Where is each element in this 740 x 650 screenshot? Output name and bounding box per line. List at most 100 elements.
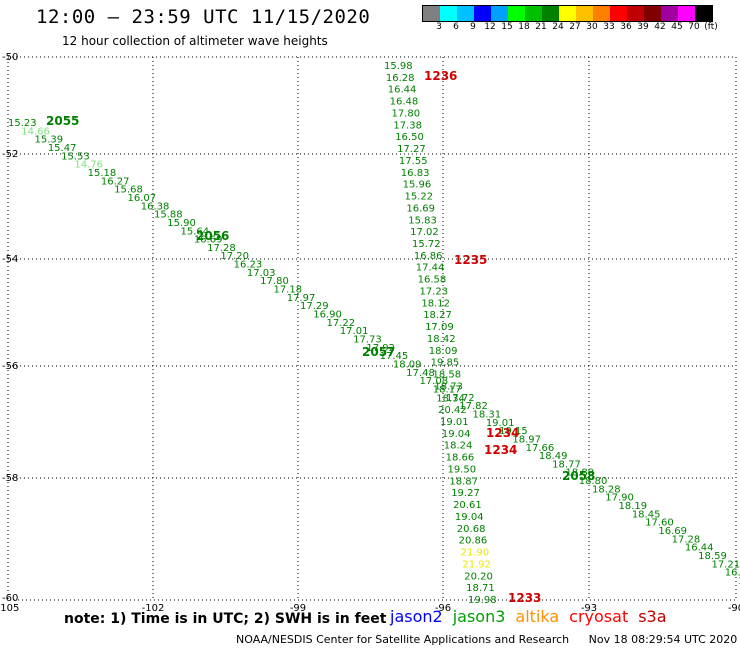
wave-height-colorbar <box>422 5 713 22</box>
pass-time-label: 2056 <box>196 229 229 243</box>
units-note: note: 1) Time is in UTC; 2) SWH is in fe… <box>64 611 387 627</box>
satellite-name: jason2 <box>390 607 443 626</box>
wave-height-label: 17.02 <box>410 227 439 238</box>
colorbar-tick-label: 15 <box>501 22 513 32</box>
colorbar-swatch <box>576 6 593 21</box>
wave-height-label: 18.34 <box>436 393 465 404</box>
wave-height-label: 17.38 <box>393 120 422 131</box>
wave-height-label: 19.50 <box>447 464 476 475</box>
colorbar-swatch <box>678 6 695 21</box>
colorbar-swatch <box>474 6 491 21</box>
wave-height-label: 20.86 <box>459 536 488 547</box>
lat-tick-label: -58 <box>2 473 18 484</box>
colorbar-tick-label: 33 <box>603 22 615 32</box>
wave-height-label: 16.90 <box>313 310 342 321</box>
wave-height-label: 18.19 <box>619 501 648 512</box>
wave-height-label: 20.61 <box>453 500 482 511</box>
satellite-legend: jason2 jason3 altika cryosat s3a <box>390 607 677 626</box>
colorbar-tick-label: 39 <box>637 22 649 32</box>
colorbar-swatch <box>440 6 457 21</box>
wave-height-label: 16.07 <box>127 193 156 204</box>
wave-height-label: 17.28 <box>207 243 236 254</box>
wave-height-label: 15.88 <box>154 210 183 221</box>
colorbar-swatch <box>644 6 661 21</box>
colorbar-tick-label: (ft) <box>704 22 718 32</box>
pass-time-label: 1234 <box>486 426 519 440</box>
wave-height-label: 17.82 <box>459 401 488 412</box>
lon-tick-label: -96 <box>435 603 451 614</box>
wave-height-label: 16.50 <box>395 132 424 143</box>
wave-height-label: 19.01 <box>486 418 515 429</box>
wave-height-label: 18.73 <box>434 381 463 392</box>
wave-height-label: 19.01 <box>440 417 469 428</box>
wave-height-label: 18.31 <box>473 409 502 420</box>
wave-height-label: 20.68 <box>457 524 486 535</box>
colorbar-tick-label: 6 <box>453 22 459 32</box>
wave-height-label: 17.90 <box>605 493 634 504</box>
colorbar-tick-label: 70 <box>688 22 700 32</box>
pass-time-label: 2057 <box>362 345 395 359</box>
wave-height-label: 15.64 <box>181 226 210 237</box>
wave-height-label: 16.69 <box>194 235 223 246</box>
wave-height-label: 16.23 <box>234 260 263 271</box>
colorbar-swatch <box>457 6 474 21</box>
wave-height-label: 18.58 <box>433 370 462 381</box>
wave-height-label: 17.92 <box>366 343 395 354</box>
wave-height-label: 14.66 <box>21 126 50 137</box>
lat-tick-label: -52 <box>2 149 18 160</box>
wave-height-label: 17.27 <box>397 144 426 155</box>
wave-height-label: 16.95 <box>725 568 740 579</box>
credit-footer: NOAA/NESDIS Center for Satellite Applica… <box>236 633 740 646</box>
satellite-name: s3a <box>638 607 667 626</box>
wave-height-label: 17.18 <box>273 285 302 296</box>
colorbar-tick-label: 24 <box>552 22 564 32</box>
map-subtitle: 12 hour collection of altimeter wave hei… <box>62 34 328 48</box>
wave-height-label: 17.28 <box>672 534 701 545</box>
wave-height-label: 17.29 <box>300 301 329 312</box>
wave-height-label: 17.80 <box>391 108 420 119</box>
colorbar-swatch <box>491 6 508 21</box>
wave-height-label: 14.76 <box>74 160 103 171</box>
wave-height-label: 17.73 <box>353 335 382 346</box>
colorbar-tick-label: 36 <box>620 22 632 32</box>
wave-height-label: 18.49 <box>539 451 568 462</box>
wave-height-label: 18.97 <box>512 434 541 445</box>
wave-height-label: 19.15 <box>499 426 528 437</box>
wave-height-label: 15.39 <box>35 135 64 146</box>
colorbar-swatch <box>559 6 576 21</box>
wave-height-label: 17.45 <box>380 351 409 362</box>
pass-time-label: 1234 <box>484 443 517 457</box>
timestamp-text: Nov 18 08:29:54 UTC 2020 <box>588 633 738 646</box>
pass-time-label: 1236 <box>424 69 457 83</box>
colorbar-swatch <box>525 6 542 21</box>
colorbar-tick-label: 18 <box>518 22 530 32</box>
satellite-name: jason3 <box>452 607 506 626</box>
wave-height-label: 18.24 <box>444 441 473 452</box>
colorbar-swatch <box>627 6 644 21</box>
wave-height-label: 15.72 <box>412 239 441 250</box>
wave-height-label: 17.21 <box>711 559 740 570</box>
wave-height-label: 17.60 <box>645 518 674 529</box>
lat-tick-label: -60 <box>2 593 18 604</box>
pass-time-label: 1235 <box>454 253 487 267</box>
pass-time-label: 2058 <box>562 469 595 483</box>
wave-height-label: 17.48 <box>406 368 435 379</box>
pass-time-label: 2055 <box>46 114 79 128</box>
colorbar-tick-label: 42 <box>654 22 666 32</box>
wave-height-label: 17.08 <box>419 376 448 387</box>
map-frame <box>7 56 737 601</box>
wave-height-label: 18.27 <box>423 310 452 321</box>
wave-height-label: 18.59 <box>698 551 727 562</box>
colorbar-tick-label: 21 <box>535 22 547 32</box>
wave-height-label: 15.98 <box>384 61 413 72</box>
credit-text: NOAA/NESDIS Center for Satellite Applica… <box>236 633 570 646</box>
wave-height-label: 15.23 <box>8 118 37 129</box>
lon-tick-label: -99 <box>290 603 306 614</box>
colorbar-swatch <box>542 6 559 21</box>
wave-height-label: 15.96 <box>403 180 432 191</box>
wave-height-label: 17.55 <box>399 156 428 167</box>
colorbar-swatch <box>661 6 678 21</box>
wave-height-label: 15.53 <box>61 151 90 162</box>
pass-time-label: 1233 <box>508 591 541 605</box>
wave-height-label: 19.04 <box>455 512 484 523</box>
